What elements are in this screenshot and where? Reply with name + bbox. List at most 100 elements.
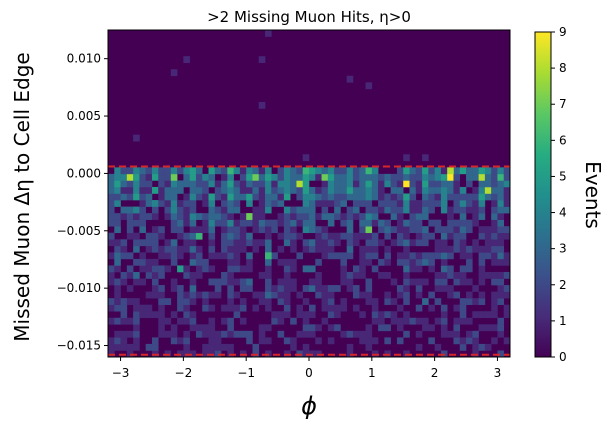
heatmap-cell bbox=[151, 167, 159, 175]
heatmap-cell bbox=[434, 317, 442, 325]
heatmap-cell bbox=[472, 298, 479, 305]
heatmap-cell bbox=[164, 239, 172, 247]
heatmap-cell bbox=[327, 324, 335, 332]
heatmap-cell bbox=[396, 232, 404, 240]
heatmap-cell bbox=[415, 173, 423, 181]
heatmap-cell bbox=[447, 186, 454, 194]
heatmap-cell bbox=[415, 285, 423, 292]
heatmap-cell bbox=[428, 180, 435, 188]
heatmap-cell bbox=[302, 154, 310, 162]
heatmap-cell bbox=[258, 324, 266, 332]
heatmap-cell bbox=[170, 330, 178, 338]
heatmap-cell bbox=[352, 291, 360, 299]
heatmap-cell bbox=[208, 213, 216, 220]
heatmap-cell bbox=[177, 252, 184, 260]
heatmap-cell bbox=[315, 213, 322, 220]
heatmap-cell bbox=[183, 167, 190, 175]
heatmap-cell bbox=[453, 206, 461, 214]
heatmap-cell bbox=[108, 206, 115, 214]
heatmap-cell bbox=[428, 173, 435, 181]
heatmap-cell bbox=[108, 213, 115, 220]
heatmap-cell bbox=[139, 304, 146, 312]
heatmap-cell bbox=[246, 180, 253, 188]
heatmap-cell bbox=[409, 213, 417, 220]
heatmap-cell bbox=[133, 245, 140, 253]
heatmap-cell bbox=[265, 265, 272, 273]
heatmap-cell bbox=[265, 304, 272, 312]
heatmap-cell bbox=[227, 206, 234, 214]
heatmap-cell bbox=[296, 186, 304, 194]
heatmap-cell bbox=[227, 245, 234, 253]
heatmap-cell bbox=[164, 252, 172, 260]
heatmap-cell bbox=[403, 154, 410, 162]
heatmap-cell bbox=[120, 298, 128, 305]
heatmap-cell bbox=[202, 173, 209, 181]
heatmap-cell bbox=[352, 239, 360, 247]
heatmap-cell bbox=[252, 291, 260, 299]
heatmap-cell bbox=[365, 206, 373, 214]
heatmap-cell bbox=[428, 193, 435, 201]
heatmap-cell bbox=[265, 278, 272, 286]
heatmap-cell bbox=[447, 291, 454, 299]
heatmap-cell bbox=[120, 167, 128, 175]
heatmap-cell bbox=[126, 206, 134, 214]
heatmap-cell bbox=[453, 173, 461, 181]
heatmap-cell bbox=[352, 173, 360, 181]
heatmap-cell bbox=[390, 213, 398, 220]
heatmap-cell bbox=[396, 173, 404, 181]
heatmap-cell bbox=[258, 213, 266, 220]
heatmap-cell bbox=[453, 330, 461, 338]
heatmap-cell bbox=[371, 245, 379, 253]
heatmap-cell bbox=[177, 200, 184, 207]
heatmap-cell bbox=[327, 213, 335, 220]
heatmap-cell bbox=[384, 311, 391, 319]
heatmap-cell bbox=[434, 343, 442, 351]
heatmap-cell bbox=[271, 252, 278, 260]
heatmap-cell bbox=[321, 200, 329, 207]
heatmap-cell bbox=[447, 219, 454, 227]
heatmap-cell bbox=[447, 330, 454, 338]
heatmap-cell bbox=[340, 193, 347, 201]
heatmap-cell bbox=[403, 226, 410, 234]
heatmap-cell bbox=[164, 298, 172, 305]
heatmap-cell bbox=[440, 271, 448, 279]
heatmap-cell bbox=[384, 337, 391, 345]
heatmap-cell bbox=[459, 298, 467, 305]
heatmap-cell bbox=[384, 200, 391, 207]
heatmap-cell bbox=[277, 180, 285, 188]
heatmap-cell bbox=[177, 265, 184, 273]
heatmap-cell bbox=[503, 200, 511, 207]
y-tick-label: 0.005 bbox=[67, 109, 101, 123]
heatmap-cell bbox=[409, 226, 417, 234]
heatmap-cell bbox=[466, 173, 473, 181]
heatmap-cell bbox=[403, 180, 410, 188]
heatmap-cell bbox=[422, 167, 429, 175]
heatmap-cell bbox=[202, 258, 209, 266]
heatmap-cell bbox=[359, 245, 366, 253]
heatmap-cell bbox=[459, 304, 467, 312]
heatmap-cell bbox=[120, 271, 128, 279]
heatmap-cell bbox=[491, 226, 498, 234]
heatmap-cell bbox=[378, 258, 385, 266]
heatmap-cell bbox=[189, 219, 197, 227]
heatmap-cell bbox=[290, 186, 297, 194]
heatmap-cell bbox=[415, 330, 423, 338]
heatmap-cell bbox=[466, 180, 473, 188]
heatmap-cell bbox=[447, 232, 454, 240]
heatmap-cell bbox=[108, 343, 115, 351]
heatmap-cell bbox=[302, 245, 310, 253]
heatmap-cell bbox=[428, 167, 435, 175]
heatmap-cell bbox=[151, 343, 159, 351]
heatmap-cell bbox=[170, 278, 178, 286]
heatmap-cell bbox=[145, 265, 153, 273]
heatmap-cell bbox=[466, 193, 473, 201]
heatmap-cell bbox=[271, 200, 278, 207]
heatmap-cell bbox=[126, 226, 134, 234]
heatmap-cell bbox=[126, 298, 134, 305]
heatmap-cell bbox=[227, 167, 234, 175]
heatmap-cell bbox=[252, 180, 260, 188]
heatmap-cell bbox=[221, 206, 228, 214]
heatmap-cell bbox=[396, 337, 404, 345]
heatmap-cell bbox=[466, 330, 473, 338]
